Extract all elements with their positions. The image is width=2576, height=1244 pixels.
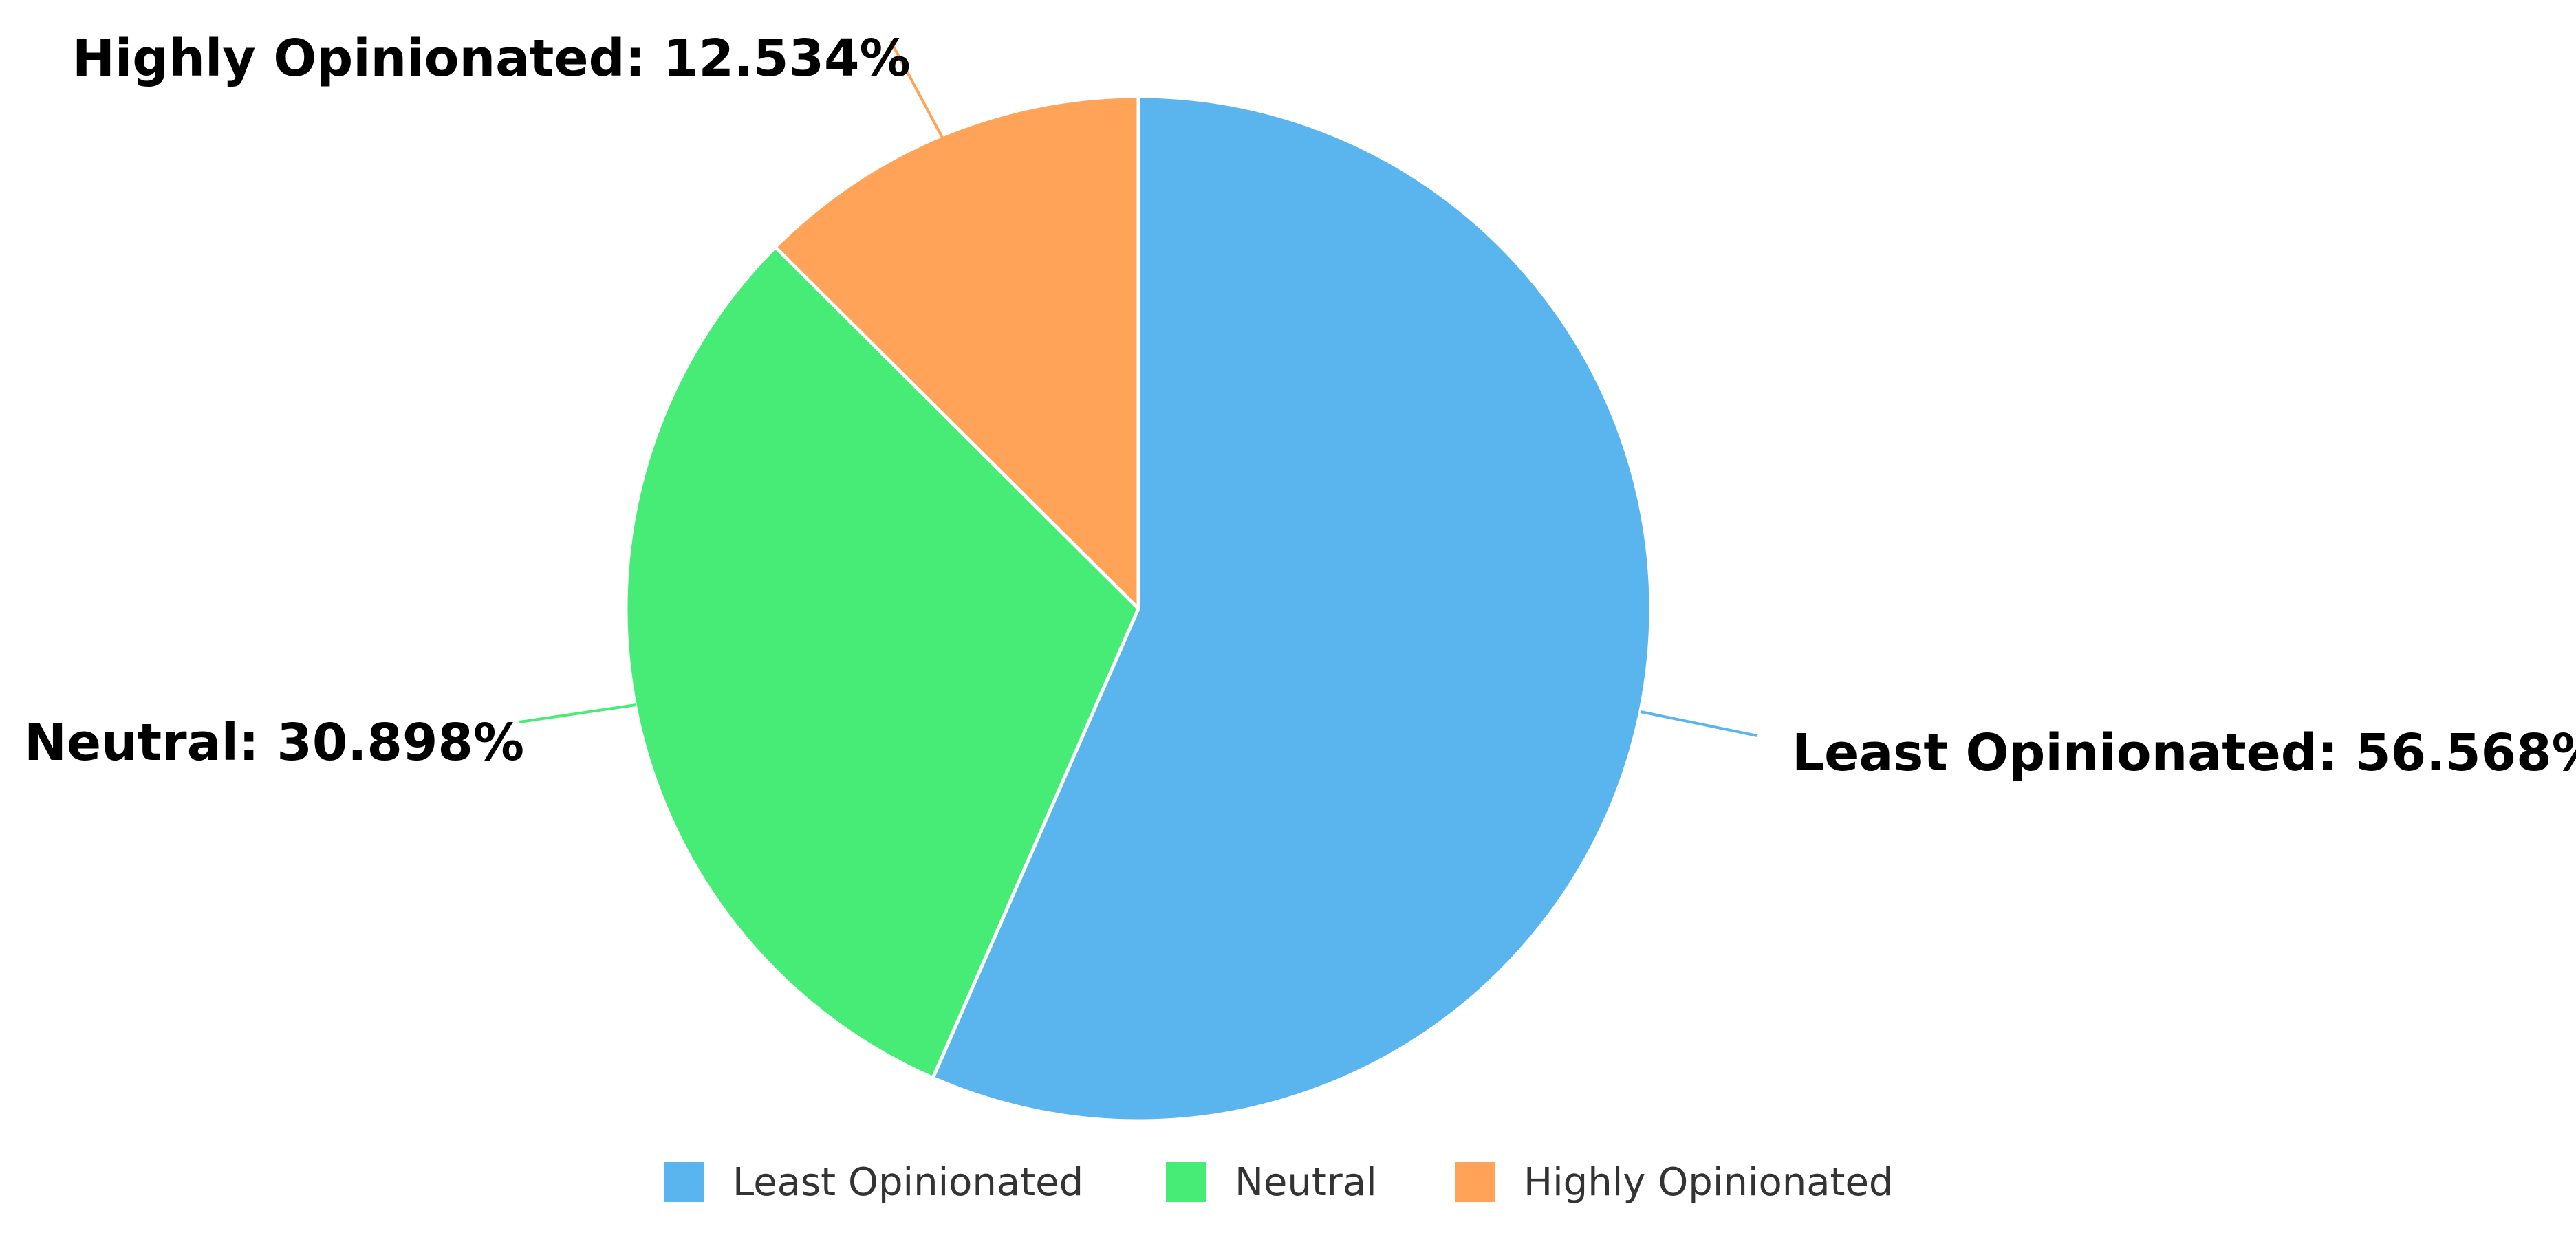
legend-label-neutral: Neutral: [1235, 1160, 1377, 1205]
connector-highly-opinionated: [889, 41, 944, 138]
slice-label-least-opinionated: Least Opinionated: 56.568%: [1792, 723, 2576, 783]
legend-label-highly-opinionated: Highly Opinionated: [1524, 1160, 1893, 1205]
connector-least-opinionated: [1640, 710, 1758, 737]
slice-label-highly-opinionated: Highly Opinionated: 12.534%: [72, 29, 911, 88]
pie-slice-least-opinionated[interactable]: [931, 94, 1653, 1123]
label-connectors: [519, 41, 1758, 737]
legend-swatch-neutral: [1166, 1162, 1206, 1202]
legend-item-highly-opinionated[interactable]: Highly Opinionated: [1455, 1160, 1893, 1205]
legend-swatch-least-opinionated: [664, 1162, 704, 1202]
legend-swatch-highly-opinionated: [1455, 1162, 1495, 1202]
connector-neutral: [519, 703, 637, 723]
slice-label-neutral: Neutral: 30.898%: [24, 713, 524, 772]
slice-labels: Least Opinionated: 56.568% Neutral: 30.89…: [24, 29, 2576, 783]
legend: Least Opinionated Neutral Highly Opinionat…: [664, 1160, 1893, 1205]
legend-label-least-opinionated: Least Opinionated: [733, 1160, 1083, 1205]
legend-item-neutral[interactable]: Neutral: [1166, 1160, 1377, 1205]
legend-item-least-opinionated[interactable]: Least Opinionated: [664, 1160, 1083, 1205]
pie-slices: [624, 94, 1653, 1123]
